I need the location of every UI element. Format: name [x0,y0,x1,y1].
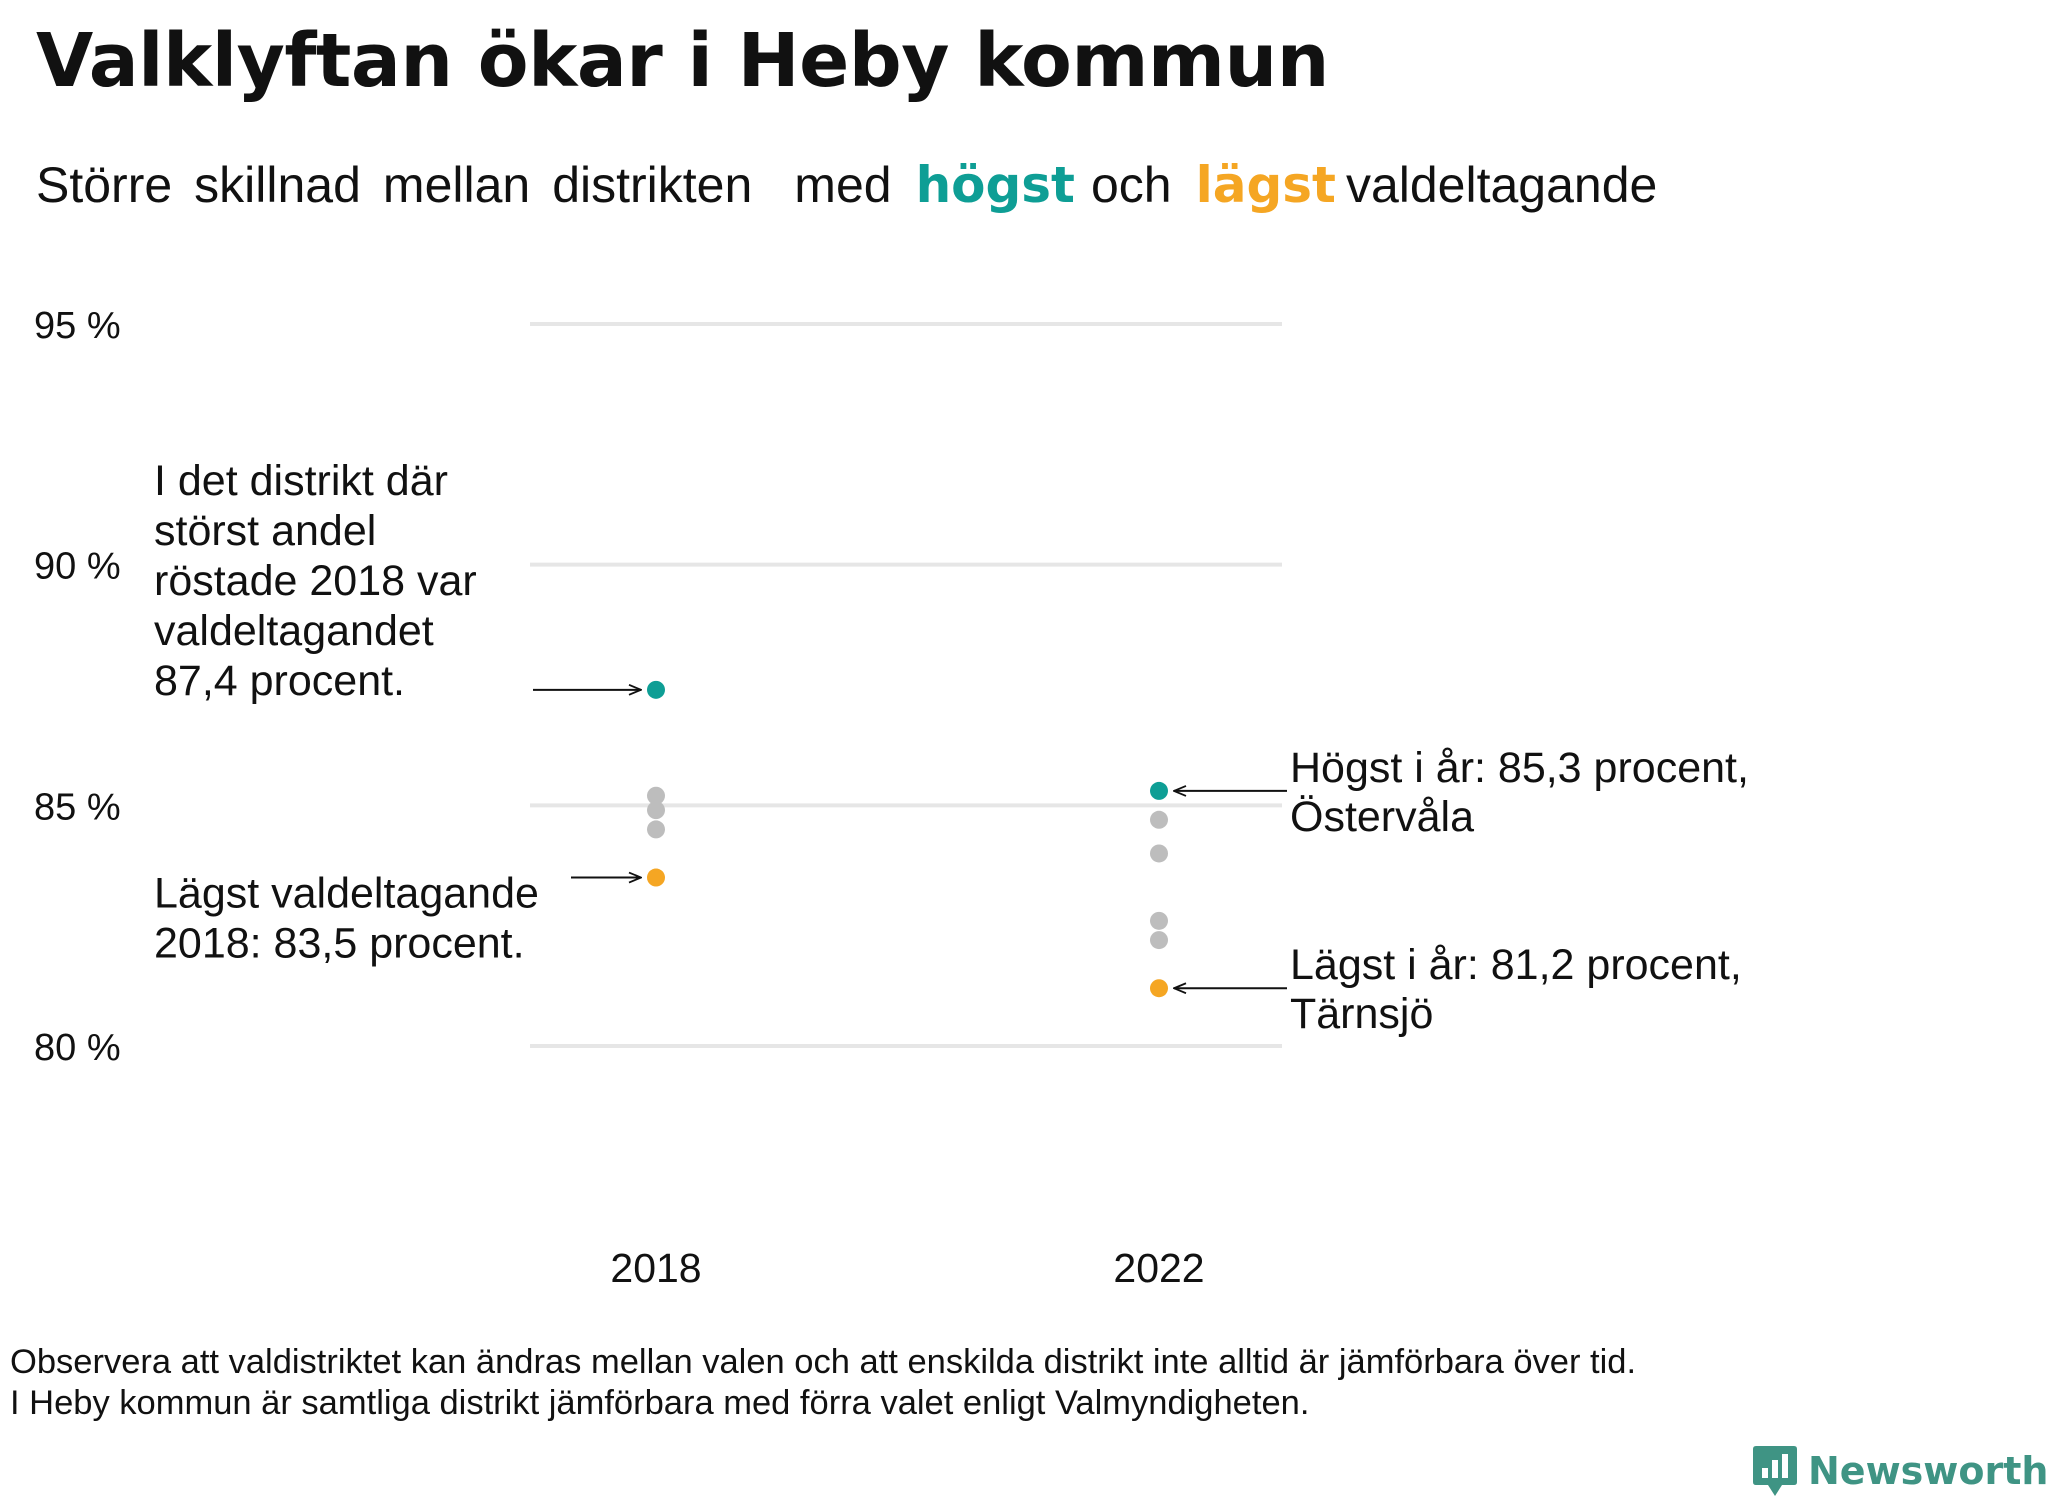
y-axis-ticks: 80 % 85 % 90 % 95 % [34,305,121,1069]
y-tick-label: 80 % [34,1027,121,1069]
annotations: I det distrikt där störst andel röstade 20… [154,457,1749,1038]
footnote-line: Observera att valdistriktet kan ändras m… [10,1343,1637,1381]
annotation-text: Lägst i år: 81,2 procent, Tärnsjö [1290,941,1742,1038]
data-point-highest [1150,781,1168,800]
footnote-line: I Heby kommun är samtliga distrikt jämfö… [10,1384,1310,1422]
x-tick-label: 2018 [610,1245,701,1291]
brand-name: Newsworthy [1808,1449,2048,1493]
data-point [1150,810,1168,829]
annotation-line: Tärnsjö [1290,990,1433,1038]
annotation-line: Högst i år: 85,3 procent, [1290,744,1749,792]
subtitle-word: mellan [382,157,531,213]
y-tick-label: 85 % [34,786,121,828]
subtitle-word: Större [36,157,173,213]
annotation-arrows [533,690,1287,988]
annotation-line: störst andel [154,507,376,555]
annotation-line: Östervåla [1290,793,1474,841]
x-axis-ticks: 2018 2022 [610,1245,1204,1291]
data-point [1150,844,1168,863]
y-tick-label: 95 % [34,305,121,347]
annotation-line: 2018: 83,5 procent. [154,920,525,968]
subtitle-word: skillnad [194,157,361,213]
brand-logo[interactable]: Newsworthy [1752,1444,2048,1498]
data-point [647,801,665,820]
subtitle-highlight-high: högst [915,156,1075,214]
grid-lines [530,322,1282,1048]
annotation-line: Lägst valdeltagande [154,870,539,918]
subtitle-word: valdeltagande [1345,157,1658,213]
data-point-lowest [647,868,665,887]
annotation-line: valdeltagandet [154,607,434,655]
footnote: Observera att valdistriktet kan ändras m… [10,1342,1636,1424]
subtitle-word: och [1090,157,1172,213]
annotation-line: Lägst i år: 81,2 procent, [1290,941,1742,989]
bar-chart-speech-bubble-icon [1753,1446,1797,1496]
annotation-text: I det distrikt där störst andel röstade 20… [154,457,477,705]
subtitle-word: med [794,157,892,213]
subtitle-highlight-low: lägst [1195,156,1336,214]
data-points [647,680,1168,998]
x-tick-label: 2022 [1113,1245,1204,1291]
data-point [647,820,665,839]
y-tick-label: 90 % [34,546,121,588]
data-point [1150,911,1168,930]
annotation-text: Högst i år: 85,3 procent, Östervåla [1290,744,1749,841]
data-point-highest [647,680,665,699]
data-point-lowest [1150,979,1168,998]
chart-subtitle: Större skillnad mellan distrikten med högst oc… [36,156,1657,214]
subtitle-word: distrikten [552,157,753,213]
annotation-line: röstade 2018 var [154,557,477,605]
data-point [647,786,665,805]
annotation-line: I det distrikt där [154,457,448,505]
annotation-text: Lägst valdeltagande 2018: 83,5 procent. [154,870,539,968]
chart-title: Valklyftan ökar i Heby kommun [36,18,1329,104]
data-point [1150,931,1168,950]
annotation-line: 87,4 procent. [154,657,405,705]
